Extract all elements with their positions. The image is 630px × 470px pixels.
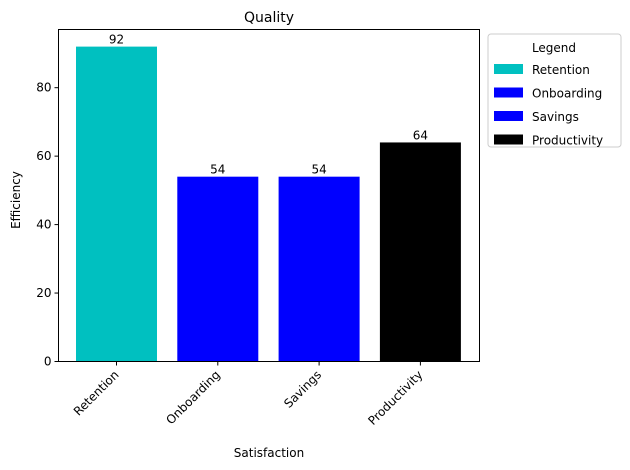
value-label-onboarding: 54	[210, 163, 225, 177]
legend-label-retention: Retention	[532, 63, 590, 77]
legend-entries: Retention Onboarding Savings Productivity	[494, 63, 603, 148]
value-label-savings: 54	[311, 163, 326, 177]
y-tick-label-80: 80	[36, 81, 51, 95]
legend-label-productivity: Productivity	[532, 134, 603, 148]
bar-retention	[76, 46, 157, 362]
x-tick-label-productivity: Productivity	[365, 368, 425, 428]
bars-layer	[76, 46, 461, 362]
x-tick-label-savings: Savings	[281, 368, 324, 411]
legend-label-savings: Savings	[532, 110, 579, 124]
x-tick-label-retention: Retention	[71, 368, 122, 419]
x-axis: Retention Onboarding Savings Productivity	[71, 361, 426, 428]
x-tick-label-onboarding: Onboarding	[163, 368, 223, 428]
legend-swatch-retention	[494, 64, 523, 74]
plot-frame	[58, 29, 480, 362]
y-tick-label-60: 60	[36, 149, 51, 163]
legend-label-onboarding: Onboarding	[532, 87, 602, 101]
y-axis-label: Efficiency	[9, 171, 23, 229]
y-tick-label-40: 40	[36, 218, 51, 232]
value-label-retention: 92	[109, 33, 124, 47]
legend-swatch-onboarding	[494, 87, 523, 98]
bar-onboarding	[177, 176, 259, 362]
bar-savings	[278, 176, 360, 362]
value-label-productivity: 64	[413, 128, 428, 142]
legend: Legend Retention Onboarding Savings Product…	[487, 33, 622, 148]
legend-title: Legend	[532, 41, 576, 55]
value-labels-layer: 92 54 54 64	[109, 33, 428, 177]
legend-swatch-productivity	[494, 134, 523, 145]
bar-productivity	[379, 142, 461, 362]
legend-swatch-savings	[494, 111, 523, 121]
chart-title: Quality	[244, 10, 294, 26]
x-axis-label: Satisfaction	[234, 446, 304, 460]
y-tick-label-20: 20	[36, 286, 51, 300]
y-axis: 0 20 40 60 80	[36, 81, 59, 369]
y-tick-label-0: 0	[44, 355, 52, 369]
